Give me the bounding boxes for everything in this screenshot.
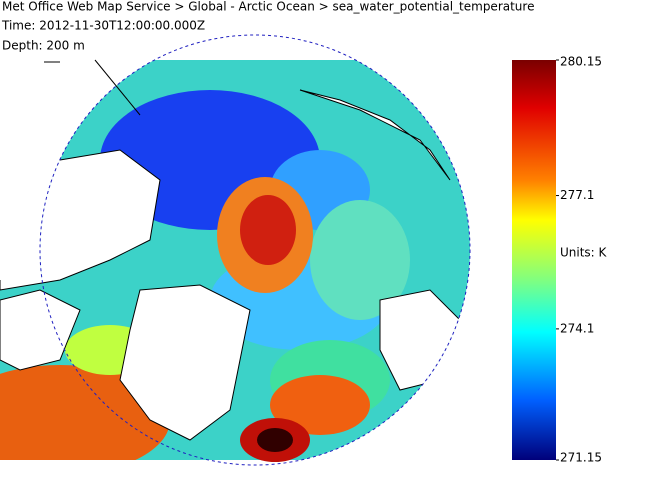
pointer-line — [94, 59, 141, 116]
colorbar — [512, 60, 556, 460]
colorbar-tick-label: 271.15 — [560, 451, 602, 465]
units-label: Units: K — [560, 246, 608, 260]
time: Time: 2012-11-30T12:00:00.000Z — [1, 19, 205, 33]
colorbar-tick-label: 274.1 — [560, 321, 594, 335]
map — [0, 60, 470, 465]
colorbar-tick-label: 280.15 — [560, 55, 602, 69]
map-boundary — [39, 34, 471, 466]
title: Met Office Web Map Service > Global - Ar… — [2, 0, 534, 14]
colorbar-tick-label: 277.1 — [560, 188, 594, 202]
depth: Depth: 200 m — [2, 39, 85, 53]
